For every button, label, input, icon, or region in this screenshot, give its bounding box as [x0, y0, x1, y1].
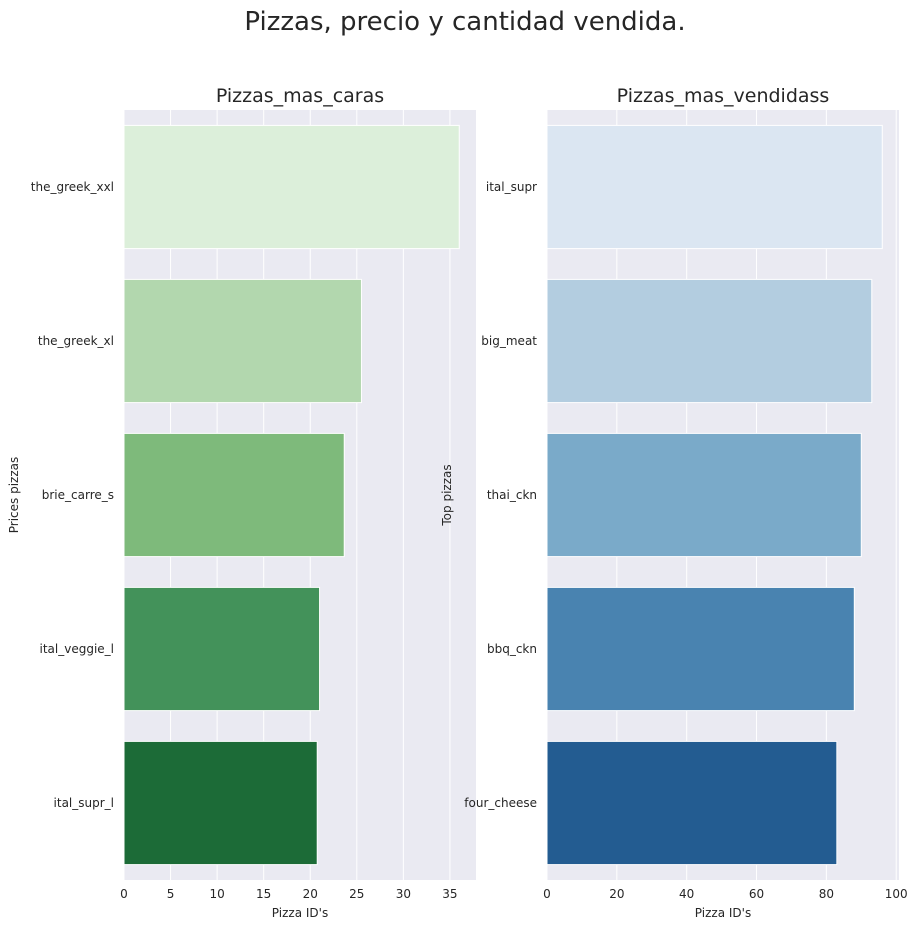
x-tick-label: 40 [679, 887, 694, 901]
x-tick-label: 20 [303, 887, 318, 901]
bar-four_cheese [546, 740, 838, 866]
y-tick-label: the_greek_xl [38, 334, 114, 348]
x-tick-label: 0 [120, 887, 128, 901]
x-tick-label: 60 [749, 887, 764, 901]
y-tick-label: big_meat [481, 334, 537, 348]
bar-the_greek_xl [123, 278, 362, 404]
bar-bbq_ckn [546, 586, 855, 712]
y-axis-label: Prices pizzas [7, 457, 21, 534]
x-tick-label: 10 [209, 887, 224, 901]
x-tick-label: 30 [396, 887, 411, 901]
bar-big_meat [546, 278, 873, 404]
bar-ital_supr_l [123, 740, 318, 866]
x-tick-label: 20 [609, 887, 624, 901]
y-tick-label: four_cheese [464, 796, 537, 810]
y-tick-label: thai_ckn [487, 488, 537, 502]
x-axis-label: Pizza ID's [272, 906, 328, 920]
bar-brie_carre_s [123, 432, 345, 558]
bar-the_greek_xxl [123, 124, 460, 250]
chart-panel-1: the_greek_xxl the_greek_xl brie_carre_sita… [7, 85, 476, 920]
x-tick-label: 15 [256, 887, 271, 901]
y-tick-label: the_greek_xxl [31, 180, 114, 194]
y-tick-label: ital_veggie_l [40, 642, 115, 656]
y-tick-label: ital_supr_l [54, 796, 114, 810]
x-axis-label: Pizza ID's [695, 906, 751, 920]
x-tick-label: 0 [543, 887, 551, 901]
x-tick-label: 5 [167, 887, 175, 901]
subplot-title: Pizzas_mas_caras [216, 85, 384, 107]
chart-panel-2: ital_supr big_meat thai_ckn bbq_ckn four_che… [440, 85, 908, 920]
x-tick-label: 80 [819, 887, 834, 901]
y-tick-label: brie_carre_s [42, 488, 114, 502]
subplot-title: Pizzas_mas_vendidass [617, 85, 830, 107]
bar-ital_veggie_l [123, 586, 321, 712]
bar-thai_ckn [546, 432, 862, 558]
x-tick-label: 35 [442, 887, 457, 901]
x-tick-label: 100 [885, 887, 908, 901]
y-tick-label: ital_supr [486, 180, 537, 194]
bar-ital_supr [546, 124, 883, 250]
x-tick-label: 25 [349, 887, 364, 901]
y-axis-label: Top pizzas [440, 464, 454, 526]
figure-title: Pizzas, precio y cantidad vendida. [244, 7, 685, 37]
y-tick-label: bbq_ckn [487, 642, 537, 656]
